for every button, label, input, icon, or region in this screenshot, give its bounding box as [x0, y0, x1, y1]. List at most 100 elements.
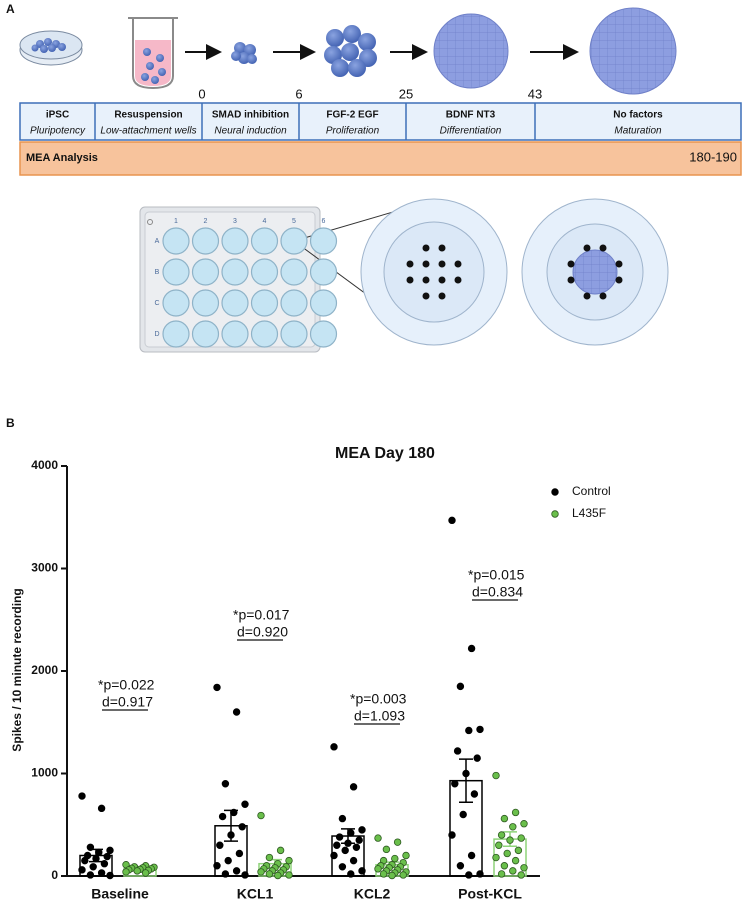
data-point: [349, 856, 358, 865]
data-point: [106, 871, 114, 880]
legend-marker: [551, 488, 559, 496]
annotation-p: *p=0.017: [233, 607, 290, 623]
x-tick-label: KCL2: [354, 886, 391, 902]
plate-column: 2: [204, 218, 208, 225]
y-tick-label: 1000: [31, 766, 58, 780]
data-point: [358, 867, 366, 875]
data-point: [358, 826, 366, 834]
data-point: [509, 823, 517, 831]
well: [250, 320, 279, 348]
well: [221, 227, 249, 255]
data-point: [232, 867, 241, 875]
day-label: 6: [295, 86, 302, 101]
data-point: [391, 854, 399, 863]
well: [191, 289, 220, 317]
well: [162, 289, 190, 317]
plate-column: 3: [233, 218, 237, 225]
data-point: [495, 841, 503, 849]
data-point: [511, 808, 520, 817]
plate-row: D: [154, 331, 159, 338]
data-point: [393, 838, 402, 846]
data-point: [100, 860, 109, 868]
well: [221, 289, 249, 317]
timeline-icons: [19, 7, 677, 95]
data-point: [213, 862, 221, 870]
data-point: [453, 747, 462, 755]
stage-title: SMAD inhibition: [212, 110, 289, 121]
data-point: [97, 869, 106, 877]
well: [162, 258, 190, 286]
data-point: [265, 870, 274, 878]
data-point: [451, 780, 459, 788]
data-point: [347, 870, 355, 878]
day-label: 43: [528, 86, 542, 101]
legend-label: L435F: [572, 506, 606, 520]
data-point: [106, 846, 114, 855]
annotation-d: d=1.093: [354, 708, 405, 724]
data-point: [456, 682, 465, 691]
panel-label: A: [6, 2, 15, 16]
data-point: [448, 516, 456, 525]
data-point: [78, 866, 86, 874]
plate-column: 1: [174, 218, 178, 225]
data-point: [241, 871, 249, 879]
annotation-d: d=0.920: [237, 624, 288, 640]
stage-subtitle: Neural induction: [214, 126, 287, 137]
data-point: [503, 849, 511, 858]
data-point: [341, 846, 349, 855]
y-tick-label: 3000: [31, 561, 58, 575]
data-point: [382, 845, 391, 854]
data-point: [476, 725, 484, 734]
stage-title: iPSC: [46, 110, 69, 121]
data-point: [465, 871, 473, 879]
data-point: [514, 846, 523, 855]
data-point: [520, 864, 528, 872]
data-point: [459, 810, 467, 819]
well: [191, 320, 220, 348]
data-point: [330, 851, 338, 860]
well: [309, 320, 338, 348]
well: [191, 227, 220, 255]
stage-title: FGF-2 EGF: [326, 110, 378, 121]
data-point: [500, 814, 509, 823]
data-point: [221, 780, 230, 788]
data-point: [141, 869, 150, 877]
data-point: [235, 849, 244, 858]
data-point: [344, 839, 352, 847]
legend-marker: [551, 510, 559, 518]
data-point: [511, 856, 520, 865]
plate-row: A: [155, 238, 160, 245]
data-point: [497, 831, 506, 839]
plate-row: B: [155, 269, 160, 276]
data-point: [374, 834, 382, 842]
data-point: [506, 836, 514, 844]
data-point: [86, 843, 95, 851]
data-point: [492, 853, 500, 862]
well: [280, 320, 308, 348]
data-point: [257, 811, 265, 820]
well: [250, 227, 279, 255]
stage-subtitle: Differentiation: [440, 126, 502, 137]
data-point: [379, 870, 388, 878]
stage-subtitle: Proliferation: [326, 126, 380, 137]
data-point: [349, 783, 358, 791]
data-point: [274, 871, 282, 880]
data-point: [86, 871, 95, 879]
data-point: [497, 870, 506, 878]
data-point: [238, 823, 246, 831]
well: [221, 258, 249, 286]
data-point: [232, 708, 241, 716]
x-tick-label: KCL1: [237, 886, 274, 902]
data-point: [517, 834, 525, 842]
data-point: [81, 856, 89, 865]
stage-title: No factors: [613, 110, 663, 121]
data-point: [347, 829, 355, 837]
analysis-bar: [19, 141, 742, 176]
data-point: [213, 683, 221, 692]
data-point: [500, 862, 509, 870]
well: [250, 258, 279, 286]
y-axis-label: Spikes / 10 minute recording: [10, 588, 24, 751]
well: [309, 258, 338, 286]
data-point: [517, 871, 525, 879]
